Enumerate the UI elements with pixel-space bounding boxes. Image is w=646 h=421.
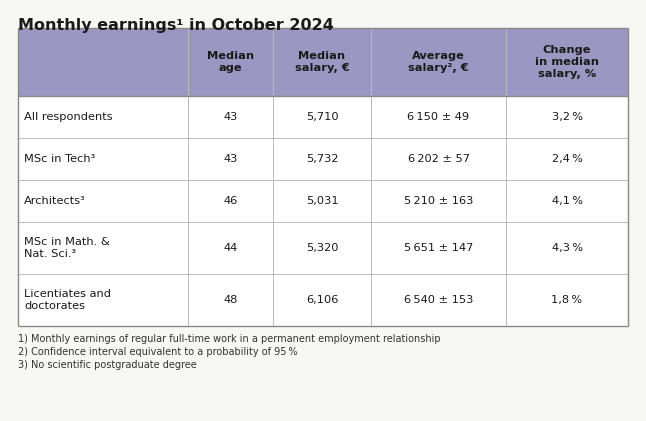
Text: 4,3 %: 4,3 % (552, 243, 583, 253)
Text: Average
salary², €: Average salary², € (408, 51, 469, 73)
Text: 6,106: 6,106 (306, 295, 339, 305)
Text: Architects³: Architects³ (24, 196, 86, 206)
Text: 44: 44 (224, 243, 238, 253)
Text: 5,732: 5,732 (306, 154, 339, 164)
Text: 1) Monthly earnings of regular full-time work in a permanent employment relation: 1) Monthly earnings of regular full-time… (18, 334, 441, 344)
Text: 5,031: 5,031 (306, 196, 339, 206)
Text: 46: 46 (224, 196, 238, 206)
Text: 43: 43 (224, 154, 238, 164)
Text: 48: 48 (224, 295, 238, 305)
Text: Median
age: Median age (207, 51, 254, 73)
Text: 6 540 ± 153: 6 540 ± 153 (404, 295, 473, 305)
Text: Change
in median
salary, %: Change in median salary, % (535, 45, 599, 79)
Text: 5,710: 5,710 (306, 112, 339, 122)
Text: 5,320: 5,320 (306, 243, 339, 253)
Text: 2) Confidence interval equivalent to a probability of 95 %: 2) Confidence interval equivalent to a p… (18, 347, 298, 357)
Text: All respondents: All respondents (24, 112, 112, 122)
Text: 5 210 ± 163: 5 210 ± 163 (404, 196, 473, 206)
Bar (18, 138, 628, 180)
Bar (18, 222, 628, 274)
Text: Median
salary, €: Median salary, € (295, 51, 349, 73)
Text: Monthly earnings¹ in October 2024: Monthly earnings¹ in October 2024 (18, 18, 334, 33)
Text: 3,2 %: 3,2 % (552, 112, 583, 122)
Text: 1,8 %: 1,8 % (552, 295, 583, 305)
Text: 4,1 %: 4,1 % (552, 196, 583, 206)
Text: Licentiates and
doctorates: Licentiates and doctorates (24, 289, 111, 311)
Bar (18, 96, 628, 138)
Text: 43: 43 (224, 112, 238, 122)
Bar (18, 180, 628, 222)
Text: 6 202 ± 57: 6 202 ± 57 (408, 154, 470, 164)
Text: MSc in Tech³: MSc in Tech³ (24, 154, 95, 164)
Text: 5 651 ± 147: 5 651 ± 147 (404, 243, 473, 253)
Text: MSc in Math. &
Nat. Sci.³: MSc in Math. & Nat. Sci.³ (24, 237, 110, 259)
Text: 2,4 %: 2,4 % (552, 154, 583, 164)
Bar (18, 28, 628, 96)
Text: 3) No scientific postgraduate degree: 3) No scientific postgraduate degree (18, 360, 197, 370)
Text: 6 150 ± 49: 6 150 ± 49 (408, 112, 470, 122)
Bar (18, 274, 628, 326)
